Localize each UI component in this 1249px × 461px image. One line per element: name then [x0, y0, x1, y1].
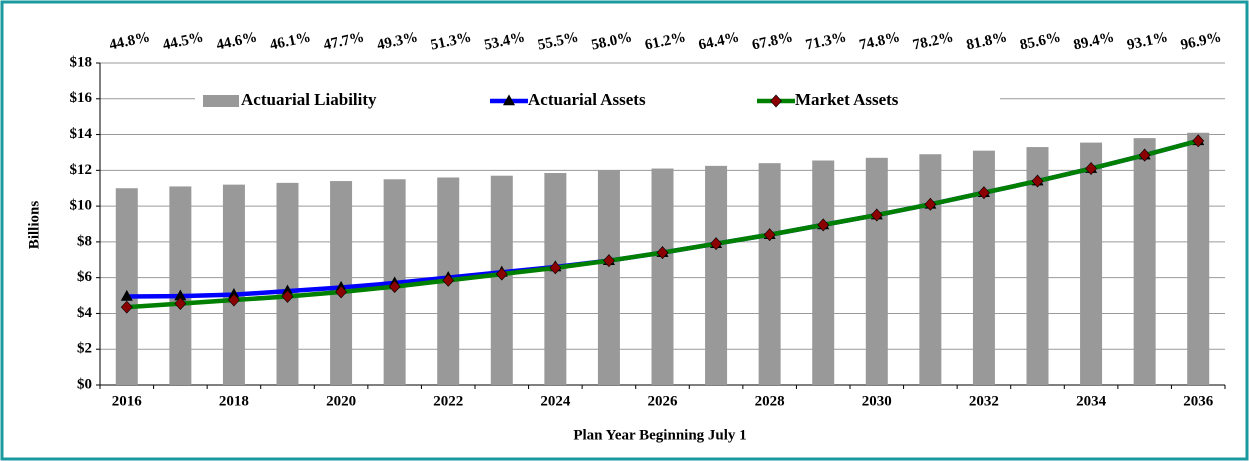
marker: [549, 261, 562, 275]
bar: [1026, 147, 1049, 385]
x-tick-label: 2022: [433, 393, 463, 409]
bar: [1133, 138, 1156, 385]
marker: [978, 186, 990, 200]
bar: [169, 186, 192, 385]
y-tick-label: $16: [70, 90, 93, 106]
marker: [335, 285, 347, 299]
bar: [758, 163, 781, 385]
y-tick-label: $0: [77, 376, 92, 392]
bar: [1187, 132, 1210, 385]
marker: [870, 208, 883, 222]
bar: [812, 160, 835, 385]
y-tick-label: $8: [77, 233, 92, 249]
marker: [120, 289, 133, 301]
legend-marker: [770, 94, 782, 108]
y-tick-label: $2: [77, 341, 92, 357]
bar: [865, 157, 888, 385]
bar: [1080, 142, 1103, 385]
x-tick-label: 2016: [112, 393, 143, 409]
y-tick-label: $14: [70, 126, 93, 142]
marker: [228, 293, 240, 307]
marker: [924, 197, 937, 211]
legend-label: Market Assets: [795, 90, 899, 109]
marker: [1138, 148, 1151, 162]
x-tick-label: 2020: [326, 393, 356, 409]
x-tick-label: 2034: [1076, 393, 1107, 409]
bar: [919, 154, 942, 385]
legend-marker: [502, 94, 516, 106]
x-axis-title: Plan Year Beginning July 1: [573, 427, 746, 443]
marker: [603, 254, 615, 268]
legend-swatch: [203, 95, 239, 107]
marker: [710, 237, 722, 251]
bar: [276, 182, 299, 385]
bar: [222, 184, 245, 385]
bar: [651, 168, 674, 385]
bar: [597, 170, 620, 385]
bar: [115, 188, 138, 385]
legend-label: Actuarial Assets: [528, 90, 646, 109]
legend-box: [195, 88, 1000, 114]
y-tick-label: $10: [70, 198, 93, 214]
x-tick-label: 2032: [969, 393, 999, 409]
marker: [388, 280, 401, 294]
y-tick-label: $12: [70, 162, 93, 178]
y-tick-label: $4: [77, 305, 93, 321]
y-tick-label: $18: [70, 54, 93, 70]
marker: [1031, 174, 1044, 188]
marker: [1192, 134, 1205, 148]
x-tick-label: 2026: [648, 393, 679, 409]
marker: [174, 297, 187, 311]
marker: [763, 228, 776, 242]
marker: [656, 246, 669, 260]
y-axis-title: Billions: [26, 201, 42, 250]
marker: [495, 267, 508, 281]
marker: [442, 273, 455, 287]
bar: [705, 165, 728, 385]
y-tick-label: $6: [77, 269, 93, 285]
x-tick-label: 2036: [1183, 393, 1214, 409]
marker: [281, 290, 294, 303]
marker: [817, 218, 830, 232]
x-tick-label: 2028: [755, 393, 785, 409]
bar: [544, 173, 567, 385]
legend-label: Actuarial Liability: [241, 90, 377, 109]
marker: [1085, 162, 1097, 175]
bar: [972, 150, 995, 385]
x-tick-label: 2024: [540, 393, 571, 409]
x-tick-label: 2018: [219, 393, 249, 409]
x-tick-label: 2030: [862, 393, 892, 409]
marker: [120, 300, 133, 314]
